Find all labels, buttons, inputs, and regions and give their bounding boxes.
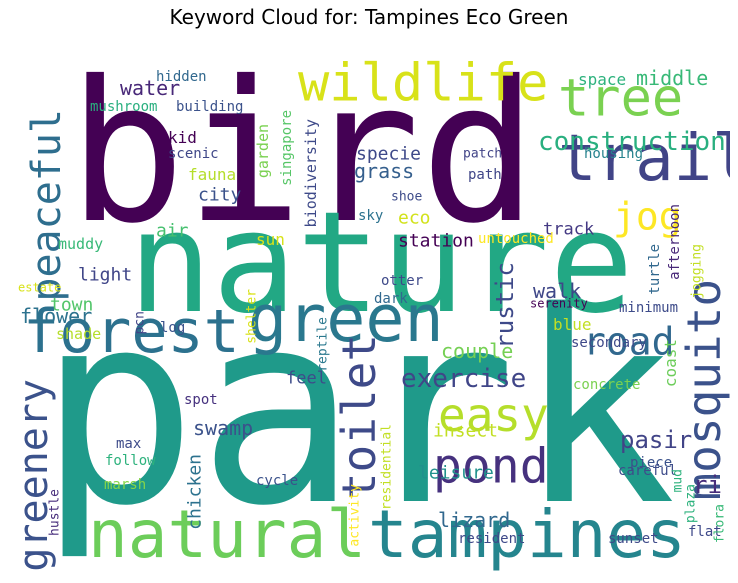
cloud-word-grass: grass <box>354 159 414 183</box>
cloud-word-wildlife: wildlife <box>298 54 548 114</box>
cloud-word-jog: jog <box>613 194 682 238</box>
cloud-word-walk: walk <box>533 279 581 303</box>
cloud-word-kid: kid <box>168 128 197 147</box>
cloud-word-flat: flat <box>688 524 722 540</box>
cloud-word-road: road <box>583 319 675 363</box>
cloud-word-marsh: marsh <box>104 477 146 493</box>
cloud-word-patch: patch <box>463 146 502 161</box>
cloud-word-resident: resident <box>458 531 525 547</box>
cloud-word-reptile: reptile <box>315 317 330 372</box>
cloud-word-concrete: concrete <box>573 377 640 393</box>
cloud-word-path: path <box>468 167 502 183</box>
cloud-word-tree: tree <box>558 69 683 129</box>
cloud-word-mud: mud <box>670 469 685 492</box>
cloud-word-mosquito: mosquito <box>677 279 730 501</box>
cloud-word-flora: flora <box>712 504 727 543</box>
cloud-word-secondary: secondary <box>571 335 647 351</box>
cloud-word-follow: follow <box>105 453 156 469</box>
cloud-word-eco: eco <box>398 207 431 228</box>
cloud-word-turtle: turtle <box>647 244 663 295</box>
cloud-word-minimum: minimum <box>619 300 678 316</box>
cloud-word-piece: piece <box>630 455 672 471</box>
cloud-word-swamp: swamp <box>193 416 253 440</box>
cloud-word-leisure: leisure <box>418 462 494 483</box>
cloud-word-space: space <box>578 70 626 89</box>
cloud-word-forest: forest <box>23 297 240 367</box>
cloud-word-middle: middle <box>636 66 708 90</box>
cloud-word-sky: sky <box>358 208 383 224</box>
cloud-word-careful: careful <box>618 463 677 479</box>
cloud-word-ri: ri <box>693 471 722 499</box>
cloud-word-afternoon: afternoon <box>667 204 683 280</box>
cloud-word-natural: natural <box>88 496 366 573</box>
cloud-word-flower: flower <box>20 304 92 328</box>
cloud-word-rustic: rustic <box>491 262 519 349</box>
cloud-word-spot: spot <box>184 392 218 408</box>
cloud-word-peaceful: peaceful <box>24 109 70 302</box>
cloud-word-biodiversity: biodiversity <box>302 119 320 227</box>
cloud-word-lizard: lizard <box>438 508 510 532</box>
cloud-word-specie: specie <box>356 143 421 164</box>
cloud-word-shoe: shoe <box>391 189 422 204</box>
cloud-word-activity: activity <box>347 484 362 547</box>
cloud-word-green: green <box>248 282 444 357</box>
cloud-word-hidden: hidden <box>156 69 207 85</box>
cloud-word-nature: nature <box>128 182 634 345</box>
cloud-word-park: park <box>38 256 676 564</box>
cloud-word-insect: insect <box>433 420 498 441</box>
cloud-word-cycle: cycle <box>256 473 298 489</box>
cloud-word-chicken: chicken <box>184 454 205 530</box>
cloud-word-building: building <box>176 99 243 115</box>
cloud-word-coast: coast <box>661 339 680 387</box>
cloud-word-hustle: hustle <box>47 489 62 536</box>
cloud-word-exercise: exercise <box>401 364 526 394</box>
cloud-word-bird: bird <box>68 39 538 266</box>
cloud-word-blue: blue <box>553 315 592 334</box>
cloud-word-construction: construction <box>538 127 726 157</box>
cloud-word-pcn: pcn <box>132 311 147 334</box>
cloud-word-singapore: singapore <box>279 110 295 186</box>
cloud-word-fauna: fauna <box>188 165 236 184</box>
cloud-word-tampines: tampines <box>368 496 686 573</box>
cloud-word-water: water <box>120 76 180 100</box>
cloud-word-mushroom: mushroom <box>90 99 157 115</box>
cloud-word-pasir: pasir <box>620 426 692 454</box>
cloud-word-greenery: greenery <box>11 379 57 572</box>
cloud-word-track: track <box>543 220 594 240</box>
cloud-word-dark: dark <box>374 291 408 307</box>
cloud-word-jogging: jogging <box>689 244 704 299</box>
cloud-word-estate: estate <box>18 281 61 295</box>
cloud-word-max: max <box>116 436 141 452</box>
cloud-word-log: log <box>160 320 185 336</box>
cloud-word-scenic: scenic <box>168 146 219 162</box>
cloud-word-feel: feel <box>286 369 327 389</box>
cloud-word-serenity: serenity <box>530 297 588 311</box>
cloud-word-toilet: toilet <box>332 334 386 500</box>
cloud-word-otter: otter <box>381 273 423 289</box>
cloud-word-sunset: sunset <box>608 531 659 547</box>
cloud-word-air: air <box>156 220 189 241</box>
cloud-word-shelter: shelter <box>244 289 259 344</box>
cloud-word-sun: sun <box>256 230 285 249</box>
cloud-word-shade: shade <box>56 325 101 343</box>
cloud-word-light: light <box>78 264 132 285</box>
cloud-word-pond: pond <box>433 438 549 494</box>
cloud-word-housing: housing <box>584 146 643 162</box>
chart-title: Keyword Cloud for: Tampines Eco Green <box>169 5 569 29</box>
cloud-word-easy: easy <box>438 388 549 442</box>
cloud-word-residential: residential <box>379 424 394 510</box>
cloud-word-muddy: muddy <box>58 235 103 253</box>
cloud-word-untouched: untouched <box>478 231 554 247</box>
cloud-word-station: station <box>398 230 474 251</box>
cloud-word-town: town <box>50 294 93 315</box>
cloud-word-garden: garden <box>254 124 272 178</box>
cloud-word-city: city <box>198 184 242 205</box>
cloud-word-plaza: plaza <box>683 484 698 523</box>
cloud-word-trail: trail <box>558 122 730 196</box>
cloud-word-couple: couple <box>441 339 513 363</box>
